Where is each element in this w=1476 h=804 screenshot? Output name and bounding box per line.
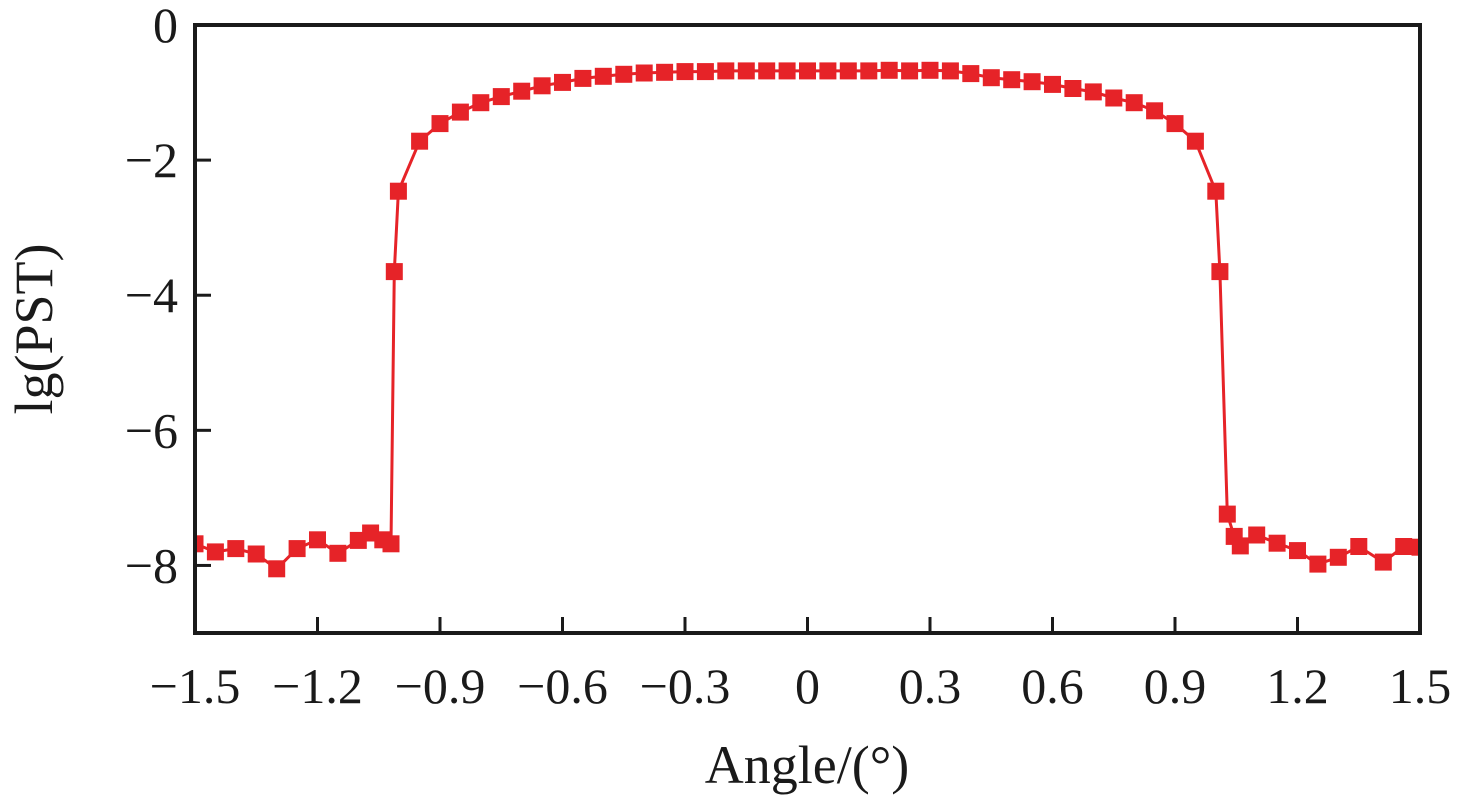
x-tick-label: −1.5 [150,658,241,714]
data-point-marker [431,115,449,133]
data-point-marker [554,73,571,91]
data-point-marker [1211,263,1229,281]
data-point-marker [1374,553,1392,571]
data-point-marker [656,63,674,81]
x-axis-tick-labels: −1.5 −1.2 −0.9 −0.6 −0.3 0 0.3 0.6 0.9 1.2 1.5 [150,658,1452,714]
data-point-marker [594,67,612,85]
plot-frame [193,23,1422,635]
data-point-marker [860,62,878,80]
data-point-marker [778,62,796,80]
data-point-marker [1289,542,1306,560]
data-point-marker [206,543,224,561]
data-point-marker [1003,71,1021,89]
data-point-marker [1207,182,1225,200]
data-point-marker [1023,73,1041,91]
y-tick-label: 0 [153,0,178,53]
y-axis-tick-labels: 0 −2 −4 −6 −8 [125,0,178,593]
data-point-marker [1084,83,1102,101]
data-point-marker [195,535,204,553]
x-tick-label: 1.2 [1266,658,1329,714]
x-tick-label: −1.2 [272,658,363,714]
data-point-marker [1411,538,1420,556]
data-point-marker [799,62,816,80]
data-point-marker [1350,538,1368,555]
data-point-marker [268,560,286,578]
y-tick-label: −2 [125,132,178,188]
data-point-marker [1329,548,1347,566]
data-point-marker [1186,132,1204,150]
y-axis-ticks [195,158,211,567]
data-point-marker [1248,526,1266,544]
data-point-marker [309,531,326,549]
data-point-marker [288,540,306,558]
x-tick-label: 0.6 [1021,658,1084,714]
y-tick-label: −4 [125,267,178,323]
data-point-marker [492,88,510,106]
data-point-marker [1268,534,1286,552]
data-point-marker [839,62,857,80]
data-point-marker [247,545,265,563]
data-point-marker [382,535,400,553]
x-tick-label: 0.9 [1144,658,1207,714]
data-point-marker [1044,75,1061,93]
data-point-marker [1125,94,1143,112]
data-point-marker [1064,80,1082,97]
x-tick-label: 1.5 [1389,658,1452,714]
data-point-marker [385,263,403,281]
data-point-marker [1395,538,1413,555]
data-point-marker [513,82,531,100]
data-point-marker [227,540,245,558]
data-point-marker [737,62,755,80]
data-point-marker [389,182,407,200]
x-tick-label: −0.6 [517,658,608,714]
y-axis-label: lg(PST) [4,243,64,414]
data-point-marker [982,69,1000,87]
x-tick-label: 0.3 [899,658,962,714]
data-point-marker [411,132,429,150]
x-axis-ticks [316,617,1299,633]
data-point-marker [962,65,980,83]
data-point-marker [1309,555,1327,573]
data-point-marker [696,63,714,81]
data-point-marker [1218,505,1236,523]
x-tick-label: −0.3 [640,658,731,714]
data-point-marker [717,62,735,80]
data-point-marker [819,62,837,80]
data-point-marker [574,69,592,87]
data-point-marker [1231,537,1249,555]
data-point-marker [635,64,653,82]
data-point-marker [880,61,898,79]
data-point-marker [1166,115,1184,133]
x-axis-label: Angle/(°) [705,735,910,795]
data-point-marker [941,62,959,80]
x-tick-label: −0.9 [395,658,486,714]
data-point-marker [1146,102,1164,120]
y-tick-label: −6 [125,402,178,458]
data-point-marker [901,62,919,80]
data-point-marker [615,65,633,83]
data-line [195,68,1420,571]
x-tick-label: 0 [795,658,820,714]
data-point-marker [1105,89,1123,107]
data-point-marker [921,61,939,79]
data-point-marker [758,62,776,80]
data-point-marker [329,544,347,562]
data-point-marker [451,103,469,121]
data-point-marker [533,77,551,95]
data-point-marker [676,63,694,81]
data-series [195,61,1420,578]
data-point-marker [472,94,490,112]
y-tick-label: −8 [125,537,178,593]
